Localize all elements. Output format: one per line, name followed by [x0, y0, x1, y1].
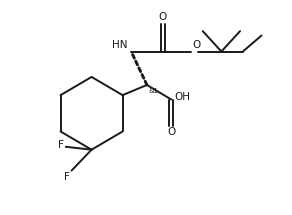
Text: OH: OH [175, 92, 191, 102]
Text: F: F [64, 172, 69, 182]
Text: &1: &1 [148, 88, 158, 94]
Text: O: O [167, 127, 175, 137]
Text: HN: HN [112, 40, 128, 50]
Text: F: F [58, 140, 64, 150]
Text: O: O [159, 12, 167, 22]
Text: O: O [193, 40, 201, 50]
